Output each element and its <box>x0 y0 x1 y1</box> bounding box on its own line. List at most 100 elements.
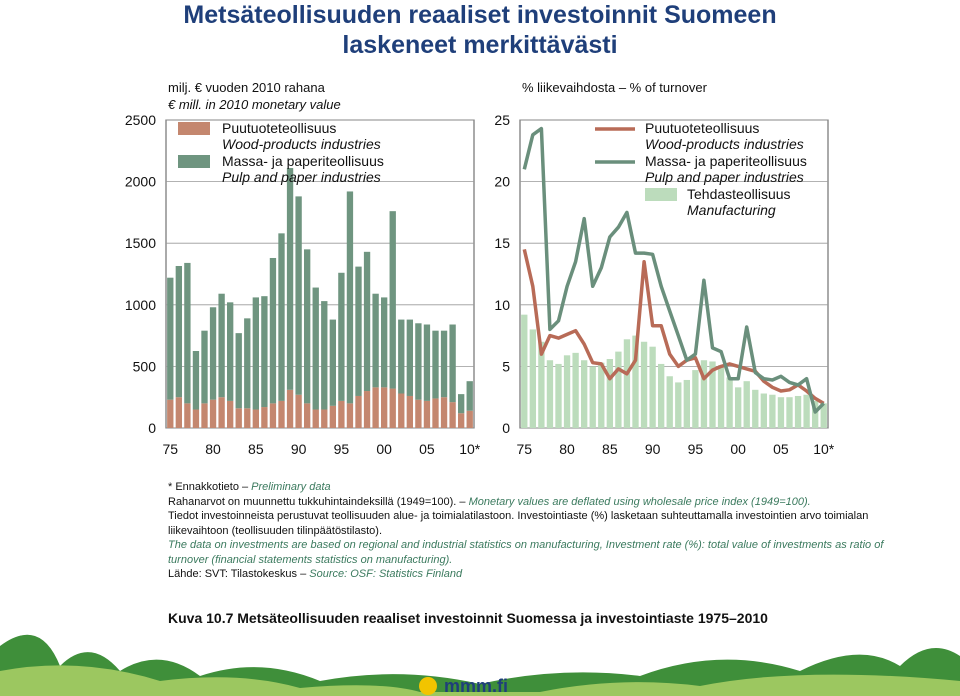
legend-label-en: Pulp and paper industries <box>645 169 804 185</box>
bar <box>769 394 776 428</box>
bar <box>649 346 656 428</box>
bar <box>423 400 431 428</box>
bar <box>261 407 268 428</box>
note-fi: Lähde: SVT: Tilastokeskus – <box>168 568 310 580</box>
bar <box>312 287 319 410</box>
bar <box>458 413 465 428</box>
legend-label: Massa- ja paperiteollisuus <box>222 153 384 169</box>
bar <box>406 319 413 396</box>
bar <box>683 379 690 428</box>
bar <box>572 352 579 428</box>
bar <box>563 355 571 428</box>
line <box>522 249 825 405</box>
bar <box>304 249 311 404</box>
bar <box>777 397 785 428</box>
bar <box>389 211 396 389</box>
x-tick-label: 95 <box>334 441 350 457</box>
bar <box>167 399 174 428</box>
bar <box>735 387 742 428</box>
bar <box>227 302 234 401</box>
footer-art: mmm.fi <box>0 626 960 696</box>
bar <box>466 381 473 411</box>
logo-mark <box>419 677 437 695</box>
legend-label-en: Wood-products industries <box>222 136 381 152</box>
bar <box>209 399 217 428</box>
x-tick-label: 05 <box>419 441 435 457</box>
bar <box>346 191 354 404</box>
legend-label-en: Pulp and paper industries <box>222 169 381 185</box>
bar <box>398 319 405 394</box>
bar <box>449 324 456 403</box>
logo: mmm.fi <box>444 676 508 696</box>
x-tick-label: 80 <box>559 441 575 457</box>
note-en: Source: OSF: Statistics Finland <box>309 568 463 580</box>
bar <box>252 297 259 410</box>
bar <box>803 394 810 428</box>
bar <box>363 391 371 428</box>
bar <box>440 330 448 398</box>
bar <box>167 277 174 400</box>
bar <box>449 402 456 428</box>
bar <box>812 400 819 428</box>
note-en: Monetary values are deflated using whole… <box>468 495 811 508</box>
y-tick-label: 20 <box>494 174 510 190</box>
bar <box>201 403 208 428</box>
y-tick-label: 500 <box>133 358 157 374</box>
bar <box>717 365 725 428</box>
note: * Ennakkotieto – Preliminary data <box>168 480 898 495</box>
bar <box>295 196 302 395</box>
bar <box>623 339 631 428</box>
bar <box>312 409 319 428</box>
bar <box>329 405 336 428</box>
bar <box>415 399 422 428</box>
bar <box>555 363 562 428</box>
bar <box>175 265 182 398</box>
bar <box>786 397 793 428</box>
y-tick-label: 25 <box>494 112 510 128</box>
bar <box>278 233 285 401</box>
note: Lähde: SVT: Tilastokeskus – Source: OSF:… <box>168 567 898 582</box>
bar <box>406 395 413 428</box>
x-tick-label: 10* <box>459 441 481 457</box>
x-tick-label: 80 <box>205 441 221 457</box>
y-tick-label: 0 <box>502 420 510 436</box>
bar <box>632 335 639 428</box>
note: Tiedot investoinneista perustuvat teolli… <box>168 509 898 538</box>
bar <box>304 403 311 428</box>
y-tick-label: 0 <box>148 420 156 436</box>
note-fi: * Ennakkotieto – <box>168 481 252 493</box>
bar <box>381 297 388 388</box>
bar <box>820 403 827 428</box>
bar <box>244 318 251 409</box>
bar <box>521 314 528 428</box>
bar <box>175 397 182 428</box>
bar <box>381 387 388 428</box>
bar <box>346 403 354 428</box>
bar <box>209 307 217 400</box>
bar <box>363 251 371 392</box>
bar <box>589 366 596 428</box>
legend-swatch <box>178 155 210 168</box>
bar <box>355 266 362 396</box>
bar <box>184 403 191 428</box>
bar <box>227 400 234 428</box>
bar <box>692 370 699 428</box>
x-tick-label: 10* <box>813 441 835 457</box>
legend-swatch <box>178 122 210 135</box>
bar <box>538 341 545 428</box>
bar <box>338 400 345 428</box>
y-tick-label: 15 <box>494 235 510 251</box>
x-tick-label: 95 <box>688 441 704 457</box>
y-tick-label: 1500 <box>125 235 156 251</box>
bar <box>329 319 336 406</box>
bar <box>709 361 716 428</box>
title-line: Metsäteollisuuden reaaliset investoinnit… <box>183 1 777 29</box>
title-line: laskeneet merkittävästi <box>342 31 618 59</box>
bar <box>675 382 682 428</box>
x-tick-label: 75 <box>162 441 178 457</box>
bar <box>338 272 345 401</box>
y-tick-label: 2000 <box>125 174 156 190</box>
bar <box>458 394 465 414</box>
legend-label: Tehdasteollisuus <box>687 186 791 202</box>
